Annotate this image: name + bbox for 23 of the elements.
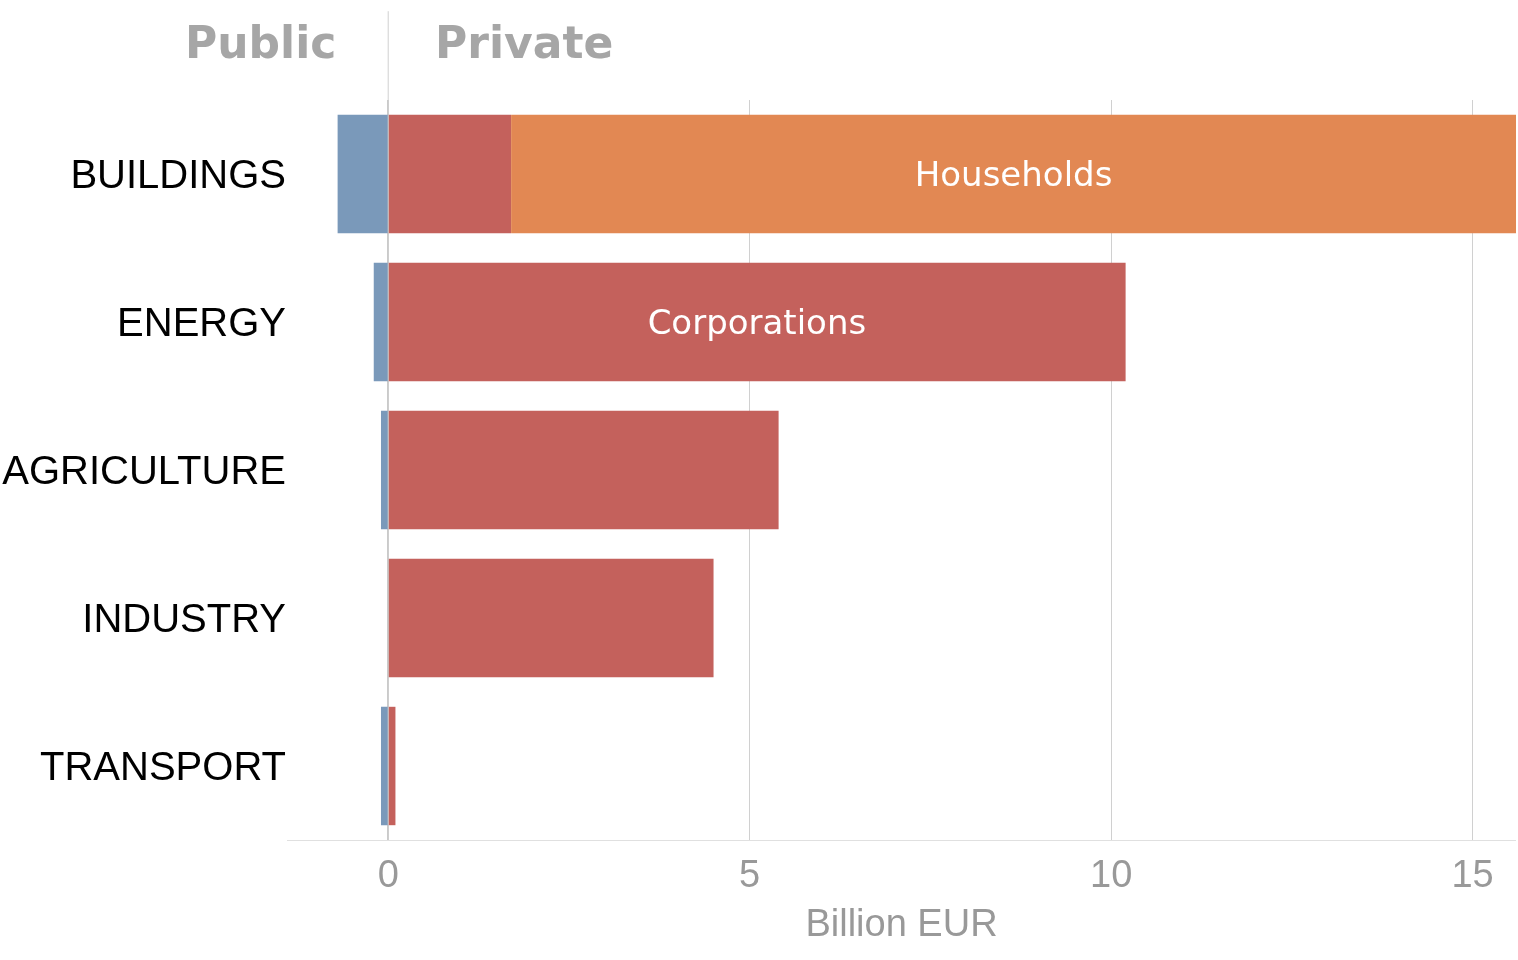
series-label: Corporations — [647, 302, 867, 342]
y-tick-label: AGRICULTURE — [2, 448, 286, 492]
bar — [388, 114, 512, 234]
bar — [373, 262, 389, 382]
bar — [380, 706, 389, 826]
bar — [511, 114, 1516, 234]
x-tick-label: 15 — [1451, 852, 1494, 895]
x-tick-label: 10 — [1090, 852, 1133, 895]
bar — [388, 410, 779, 530]
bar — [337, 114, 389, 234]
x-axis-title: Billion EUR — [805, 901, 998, 944]
series-label: Households — [914, 154, 1113, 194]
text: Private — [435, 17, 614, 68]
x-tick-label: 5 — [739, 852, 761, 895]
text: Public — [185, 17, 337, 68]
bar — [380, 410, 389, 530]
y-tick-label: BUILDINGS — [70, 152, 286, 196]
y-tick-label: ENERGY — [117, 300, 286, 344]
y-tick-label: INDUSTRY — [82, 596, 286, 640]
y-tick-label: TRANSPORT — [40, 744, 286, 788]
x-tick-label: 0 — [377, 852, 399, 895]
bar — [388, 262, 1126, 382]
bar — [388, 558, 714, 678]
